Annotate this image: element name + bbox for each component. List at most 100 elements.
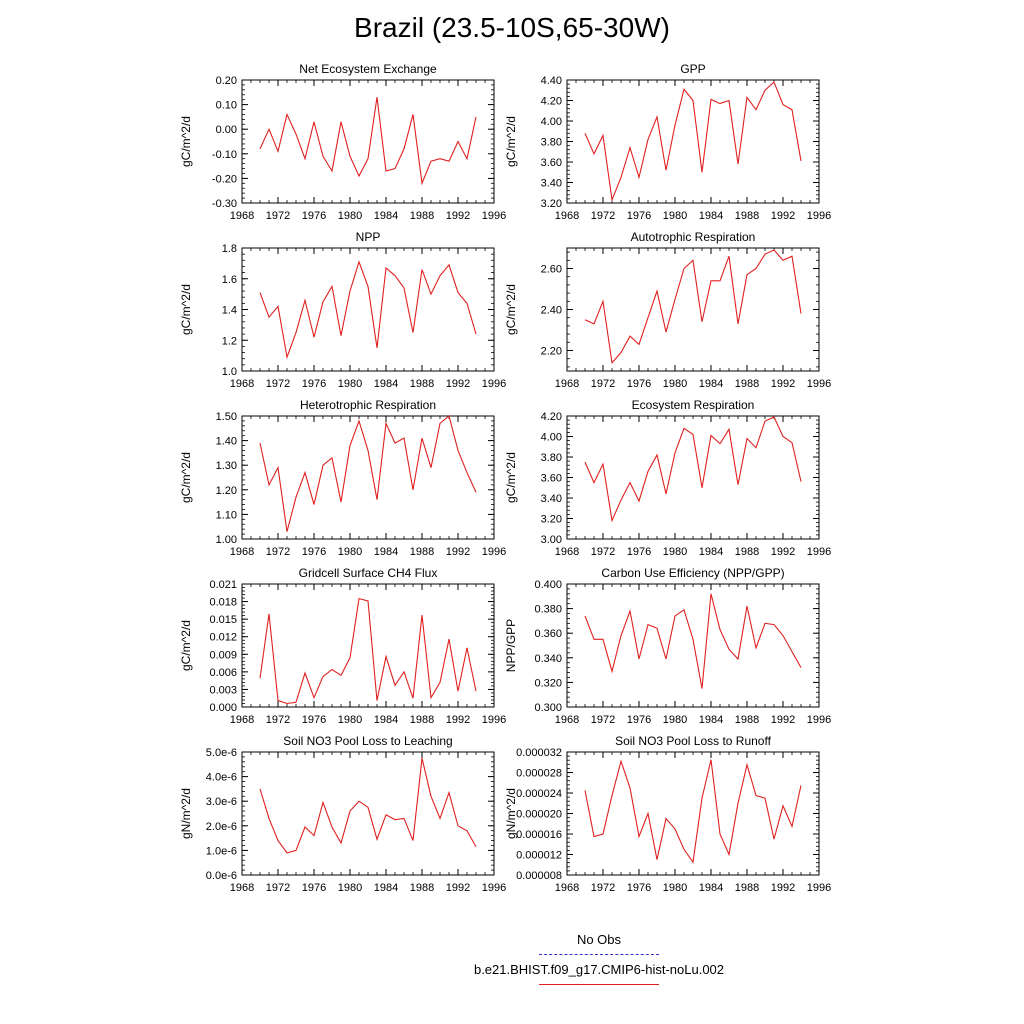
x-tick-label: 1972 [591, 546, 615, 558]
y-tick-label: 0.000 [209, 702, 237, 714]
x-tick-label: 1996 [482, 546, 506, 558]
y-tick-label: -0.30 [212, 198, 237, 210]
series-line [584, 249, 802, 365]
series-line [259, 597, 477, 705]
x-tick-label: 1988 [735, 882, 759, 894]
x-tick-label: 1984 [374, 546, 398, 558]
x-tick-label: 1984 [374, 882, 398, 894]
x-tick-label: 1988 [410, 714, 434, 726]
y-tick-label: 0.360 [534, 628, 562, 640]
x-tick-label: 1976 [627, 378, 651, 390]
x-tick-label: 1976 [627, 882, 651, 894]
chart-panel-9: Soil NO3 Pool Loss to Runoff gN/m^2/d 1968… [504, 734, 831, 894]
chart-title: Net Ecosystem Exchange [299, 62, 437, 76]
legend-run-line [539, 984, 659, 985]
page-title: Brazil (23.5-10S,65-30W) [354, 12, 670, 43]
y-tick-label: 2.20 [541, 346, 562, 358]
y-tick-label: 2.60 [541, 264, 562, 276]
x-tick-label: 1988 [735, 378, 759, 390]
x-tick-label: 1996 [807, 882, 831, 894]
y-tick-label: 1.40 [216, 436, 237, 448]
y-tick-label: 3.20 [541, 514, 562, 526]
x-tick-label: 1972 [266, 882, 290, 894]
y-axis-label: gN/m^2/d [179, 788, 193, 839]
series-line [584, 759, 802, 864]
y-tick-label: 0.00 [216, 124, 237, 136]
y-tick-label: 4.40 [541, 75, 562, 87]
y-tick-label: 3.0e-6 [206, 796, 237, 808]
x-tick-label: 1976 [302, 210, 326, 222]
x-tick-label: 1980 [338, 210, 362, 222]
plot-frame [241, 751, 495, 876]
y-axis-label: NPP/GPP [504, 619, 518, 672]
y-tick-label: 0.000020 [516, 809, 562, 821]
y-axis-label: gC/m^2/d [504, 452, 518, 503]
y-tick-label: 1.4 [222, 305, 237, 317]
y-tick-label: 4.0e-6 [206, 772, 237, 784]
chart-title: Soil NO3 Pool Loss to Leaching [283, 734, 452, 748]
x-tick-label: 1976 [627, 714, 651, 726]
chart-title: Autotrophic Respiration [631, 230, 756, 244]
x-tick-label: 1968 [230, 378, 254, 390]
x-tick-label: 1988 [410, 882, 434, 894]
x-tick-label: 1976 [302, 378, 326, 390]
x-tick-label: 1984 [699, 714, 723, 726]
y-tick-label: 0.000012 [516, 850, 562, 862]
y-axis-label: gC/m^2/d [179, 620, 193, 671]
y-tick-label: 0.380 [534, 604, 562, 616]
x-tick-label: 1992 [771, 546, 795, 558]
y-tick-label: 3.20 [541, 198, 562, 210]
chart-panel-1: GPP gC/m^2/d 1968 1972 1976 1980 1984 1988 1992 1… [504, 62, 831, 222]
y-tick-label: 4.20 [541, 411, 562, 423]
chart-panel-5: Ecosystem Respiration gC/m^2/d 1968 1972 197… [504, 398, 831, 558]
x-tick-label: 1972 [266, 714, 290, 726]
legend-obs-label: No Obs [576, 932, 622, 947]
x-tick-label: 1996 [482, 210, 506, 222]
chart-title: Soil NO3 Pool Loss to Runoff [615, 734, 772, 748]
x-tick-label: 1968 [555, 714, 579, 726]
y-tick-label: 4.00 [541, 116, 562, 128]
x-tick-label: 1992 [446, 882, 470, 894]
x-tick-label: 1968 [555, 378, 579, 390]
x-tick-label: 1984 [699, 882, 723, 894]
x-tick-label: 1980 [338, 714, 362, 726]
series-line [584, 593, 802, 689]
y-axis-label: gC/m^2/d [179, 116, 193, 167]
chart-title: Carbon Use Efficiency (NPP/GPP) [601, 566, 784, 580]
y-tick-label: 1.2 [222, 335, 237, 347]
plot-frame [241, 79, 495, 204]
x-tick-label: 1976 [302, 546, 326, 558]
y-tick-label: 1.30 [216, 460, 237, 472]
y-tick-label: 4.20 [541, 96, 562, 108]
legend: No Obs b.e21.BHIST.f09_g17.CMIP6-hist-no… [0, 932, 1024, 992]
y-tick-label: 1.0e-6 [206, 845, 237, 857]
x-tick-label: 1984 [374, 714, 398, 726]
legend-obs-line [539, 954, 659, 955]
series-line [584, 416, 802, 523]
y-tick-label: 0.000028 [516, 768, 562, 780]
plot-frame [566, 247, 820, 372]
y-tick-label: -0.20 [212, 173, 237, 185]
y-tick-label: 0.10 [216, 100, 237, 112]
x-tick-label: 1996 [482, 714, 506, 726]
chart-title: GPP [680, 62, 705, 76]
x-tick-label: 1988 [735, 714, 759, 726]
x-tick-label: 1972 [266, 210, 290, 222]
series-line [259, 415, 477, 532]
x-tick-label: 1968 [555, 210, 579, 222]
x-tick-label: 1976 [627, 546, 651, 558]
plot-frame [241, 247, 495, 372]
y-tick-label: 0.340 [534, 653, 562, 665]
x-tick-label: 1992 [771, 882, 795, 894]
y-axis-label: gC/m^2/d [179, 452, 193, 503]
y-tick-label: 1.6 [222, 274, 237, 286]
x-tick-label: 1980 [338, 378, 362, 390]
y-tick-label: 0.009 [209, 649, 237, 661]
x-tick-label: 1972 [591, 714, 615, 726]
x-tick-label: 1988 [410, 546, 434, 558]
y-tick-label: 0.000016 [516, 829, 562, 841]
x-tick-label: 1996 [482, 882, 506, 894]
y-axis-label: gC/m^2/d [179, 284, 193, 335]
x-tick-label: 1972 [591, 882, 615, 894]
chart-title: Heterotrophic Respiration [300, 398, 436, 412]
